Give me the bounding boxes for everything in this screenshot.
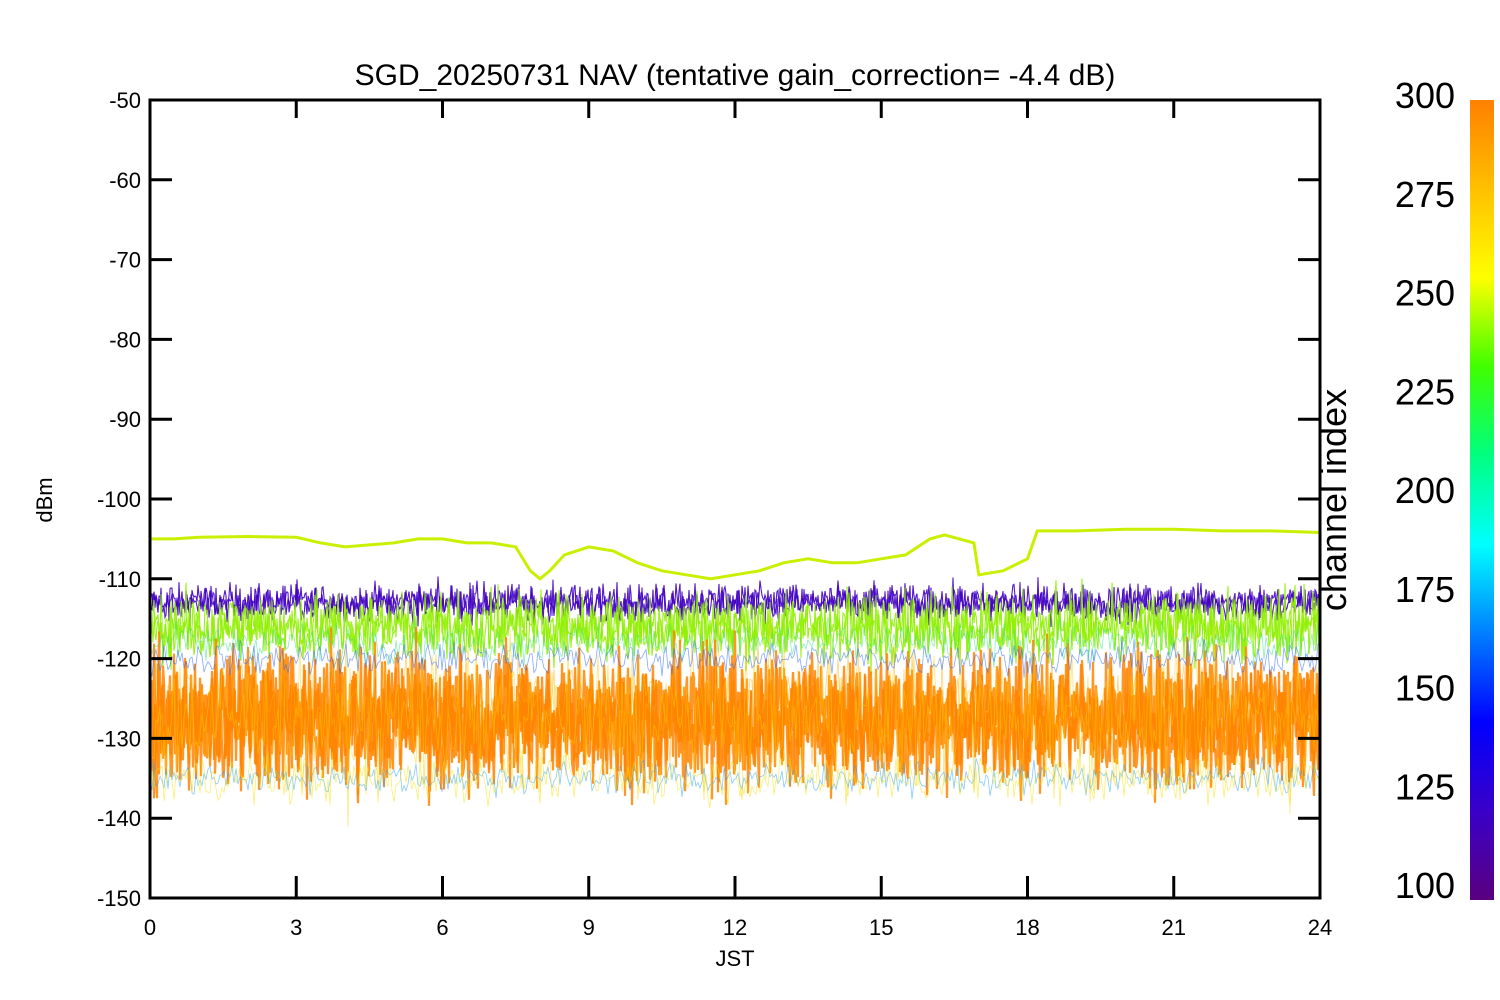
series-accent-4 bbox=[149, 636, 1321, 681]
plot-frame bbox=[148, 98, 1322, 900]
colorbar-tick-label: 150 bbox=[1395, 668, 1455, 709]
chart-title: SGD_20250731 NAV (tentative gain_correct… bbox=[355, 59, 1116, 92]
y-tick-label: -50 bbox=[109, 88, 141, 113]
series-upper-trace bbox=[150, 527, 1321, 581]
x-tick-label: 15 bbox=[869, 915, 893, 940]
colorbar-tick-label: 250 bbox=[1395, 273, 1455, 314]
series-band-2 bbox=[149, 578, 1321, 676]
y-tick-label: -150 bbox=[97, 886, 141, 911]
x-tick-label: 21 bbox=[1162, 915, 1186, 940]
y-tick-label: -110 bbox=[99, 567, 141, 592]
y-tick-label: -90 bbox=[109, 407, 141, 432]
y-tick-label: -140 bbox=[97, 806, 141, 831]
colorbar-tick-label: 275 bbox=[1395, 174, 1455, 215]
colorbar-label: channel index bbox=[1313, 389, 1354, 611]
x-tick-label: 12 bbox=[723, 915, 747, 940]
x-tick-label: 3 bbox=[290, 915, 302, 940]
colorbar-tick-label: 225 bbox=[1395, 371, 1455, 412]
x-tick-label: 18 bbox=[1015, 915, 1039, 940]
series-accent-6 bbox=[149, 748, 1321, 809]
series-band-2-trace bbox=[149, 582, 1321, 672]
colorbar-ticks: 100 125 150 175 200 225 250 275 300 bbox=[1395, 75, 1455, 906]
x-tick-label: 6 bbox=[436, 915, 448, 940]
series-accent-5 bbox=[149, 756, 1321, 800]
x-tick-label: 0 bbox=[144, 915, 156, 940]
x-tick-label: 9 bbox=[583, 915, 595, 940]
x-axis-label: JST bbox=[715, 946, 754, 971]
y-tick-label: -130 bbox=[97, 726, 141, 751]
y-tick-label: -80 bbox=[109, 327, 141, 352]
colorbar-tick-label: 100 bbox=[1395, 865, 1455, 906]
y-tick-label: -60 bbox=[109, 168, 141, 193]
series-accent-1 bbox=[149, 611, 1321, 827]
plot-area bbox=[148, 527, 1322, 827]
y-tick-label: -120 bbox=[97, 647, 141, 672]
colorbar-tick-label: 300 bbox=[1395, 75, 1455, 116]
y-tick-label: -70 bbox=[109, 248, 141, 273]
colorbar bbox=[1470, 100, 1494, 900]
colorbar-tick-label: 175 bbox=[1395, 569, 1455, 610]
colorbar-tick-label: 200 bbox=[1395, 470, 1455, 511]
axis-ticks: 0 3 6 9 12 15 18 21 24 -50 -60 -70 -80 -90 -100 -110 -12… bbox=[97, 88, 1332, 940]
x-tick-label: 24 bbox=[1308, 915, 1332, 940]
y-tick-label: -100 bbox=[97, 487, 141, 512]
y-axis-label: dBm bbox=[32, 477, 57, 522]
series-accent-2 bbox=[149, 637, 1321, 784]
series-accent-3 bbox=[149, 616, 1321, 668]
colorbar-tick-label: 125 bbox=[1395, 766, 1455, 807]
